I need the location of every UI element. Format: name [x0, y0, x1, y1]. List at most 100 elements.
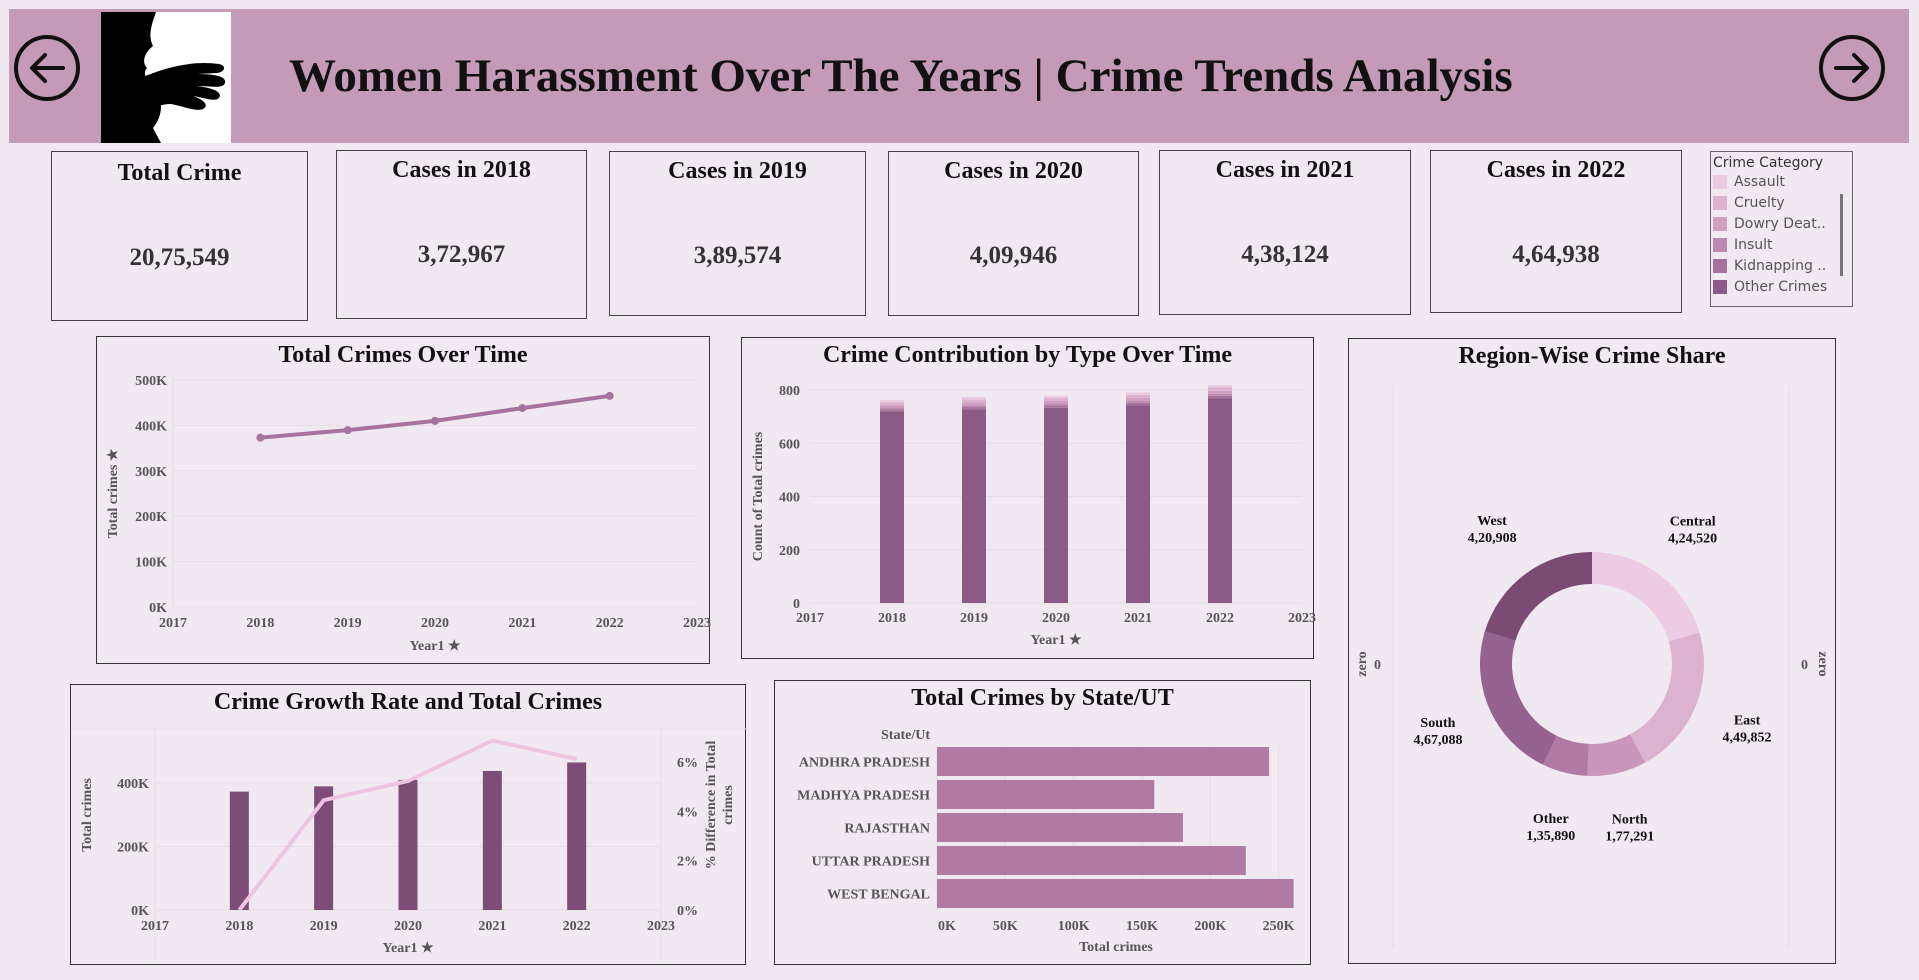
stacked-bar-segment: [962, 402, 986, 406]
legend-item[interactable]: Dowry Deat..: [1711, 213, 1852, 234]
zero-tick-label: 0: [1801, 658, 1808, 673]
stacked-bar-segment: [1208, 387, 1232, 391]
category-label: ANDHRA PRADESH: [799, 756, 930, 771]
x-tick-label: 2022: [1206, 611, 1234, 626]
x-tick-label: 2019: [334, 616, 362, 631]
kpi-cases-2020: Cases in 2020 4,09,946: [888, 151, 1139, 316]
kpi-label: Cases in 2021: [1215, 157, 1355, 183]
kpi-total-crime: Total Crime 20,75,549: [51, 151, 308, 321]
kpi-label: Cases in 2020: [944, 158, 1083, 184]
arrow-right-circle-icon: [1834, 53, 1869, 83]
kpi-label: Cases in 2019: [668, 158, 807, 184]
stacked-bar-segment: [1208, 390, 1232, 394]
category-label: UTTAR PRADESH: [812, 855, 930, 870]
chart-title: Total Crimes Over Time: [278, 342, 528, 368]
legend-scrollbar[interactable]: [1840, 194, 1843, 276]
legend-item[interactable]: Other Crimes: [1711, 276, 1852, 297]
bar: [567, 762, 587, 910]
combo-chart: 0K 200K 400K 0% 2% 4% 6% 2017 2018 2019 2020 2021 20…: [71, 728, 747, 961]
bar: [229, 791, 249, 910]
x-axis-label: Year1 ★: [1030, 632, 1081, 648]
category-label: WEST BENGAL: [827, 888, 930, 903]
forward-button[interactable]: [1819, 35, 1885, 101]
data-point: [343, 426, 352, 435]
dashboard-title: Women Harassment Over The Years | Crime …: [289, 50, 1513, 102]
donut-slice: [1592, 552, 1700, 642]
stacked-bar-segment: [1208, 395, 1232, 399]
legend-item-label: Other Crimes: [1734, 278, 1828, 295]
category-label: RAJASTHAN: [844, 822, 930, 837]
kpi-cases-2019: Cases in 2019 3,89,574: [609, 151, 866, 316]
stacked-bar-segment: [962, 399, 986, 403]
x-tick-label: 2018: [225, 919, 253, 934]
stacked-bar-segment: [1208, 384, 1232, 388]
y-tick-label: 400K: [117, 777, 149, 792]
chart-title: Crime Contribution by Type Over Time: [822, 342, 1233, 368]
kpi-value: 4,09,946: [969, 242, 1058, 269]
panel-region-share: Region-Wise Crime Share 0 0 zero zero Centra…: [1348, 338, 1836, 964]
stacked-bar-segment: [1044, 397, 1068, 401]
y-axis-label: Count of Total crimes: [751, 431, 766, 561]
y-tick-label: 400: [779, 491, 800, 506]
legend-item[interactable]: Cruelty: [1711, 192, 1852, 213]
legend-item[interactable]: Insult: [1711, 234, 1852, 255]
y-tick-label: 400K: [135, 419, 167, 434]
y2-axis-label: % Difference in Total crimes: [704, 741, 736, 870]
legend-item-label: Insult: [1734, 236, 1773, 253]
x-axis-label: Year1 ★: [382, 940, 433, 956]
stacked-bar-segment: [1126, 400, 1150, 403]
slice-label: South: [1420, 716, 1455, 731]
x-tick-label: 2021: [508, 616, 536, 631]
legend-item-label: Cruelty: [1734, 194, 1785, 211]
slice-label: Other: [1533, 812, 1569, 827]
x-tick-label: 0K: [938, 919, 956, 934]
bar: [937, 747, 1270, 776]
legend-item[interactable]: Kidnapping ..: [1711, 255, 1852, 276]
y-axis-header: State/Ut: [881, 728, 930, 743]
stacked-bar-segment: [1126, 394, 1150, 398]
x-tick-label: 2022: [596, 616, 624, 631]
stacked-bar-segment: [880, 404, 904, 408]
category-label: MADHYA PRADESH: [797, 789, 930, 804]
slice-value: 1,35,890: [1526, 829, 1575, 844]
legend-swatch: [1713, 174, 1727, 189]
x-tick-label: 2020: [394, 919, 422, 934]
horizontal-bar-chart: State/Ut 0K 50K 100K 150K 200K 250K Total crime…: [797, 728, 1295, 955]
kpi-cases-2021: Cases in 2021 4,38,124: [1159, 150, 1411, 315]
slice-value: 4,67,088: [1413, 733, 1462, 748]
kpi-label: Cases in 2022: [1486, 157, 1626, 183]
bar: [398, 779, 418, 910]
x-tick-label: 2021: [1124, 611, 1152, 626]
slice-label: Central: [1670, 515, 1716, 530]
legend-swatch: [1713, 237, 1727, 252]
kpi-label: Cases in 2018: [392, 157, 531, 183]
slice-label: East: [1734, 714, 1761, 729]
data-point: [431, 416, 439, 425]
x-tick-label: 2020: [421, 616, 449, 631]
slice-value: 1,77,291: [1605, 830, 1654, 845]
x-tick-label: 2017: [141, 919, 169, 934]
stacked-bar-segment: [880, 409, 904, 412]
y-tick-label: 600: [779, 437, 800, 452]
legend-item[interactable]: Assault: [1711, 171, 1852, 192]
legend-title: Crime Category: [1713, 155, 1824, 171]
arrow-left-circle-icon: [30, 53, 65, 83]
back-button[interactable]: [14, 35, 80, 101]
axis-label: zero: [1815, 651, 1830, 676]
crime-category-legend[interactable]: Crime Category Assault Cruelty Dowry Deat.…: [1710, 151, 1853, 307]
stacked-bar-segment: [880, 407, 904, 410]
legend-swatch: [1713, 258, 1727, 273]
donut-slice: [1629, 632, 1704, 763]
donut-chart: 0 0 zero zero Central 4,24,520 East 4,49,852 Nor…: [1355, 385, 1830, 947]
y-tick-label: 0K: [149, 601, 167, 616]
panel-total-crimes-over-time: Total Crimes Over Time 0K 100K 200K 300K 400…: [96, 336, 711, 664]
stacked-bar-chart: 0 200 400 600 800 2017 2018 2019 2020 2021 2022 202…: [751, 384, 1316, 648]
chart-title: Crime Growth Rate and Total Crimes: [213, 689, 603, 715]
legend-swatch: [1713, 279, 1727, 294]
x-tick-label: 2023: [647, 919, 675, 934]
x-tick-label: 2023: [683, 616, 711, 631]
y-tick-label: 100K: [135, 556, 167, 571]
x-tick-label: 2017: [159, 616, 187, 631]
kpi-label: Total Crime: [117, 160, 242, 186]
x-tick-label: 50K: [993, 919, 1018, 934]
